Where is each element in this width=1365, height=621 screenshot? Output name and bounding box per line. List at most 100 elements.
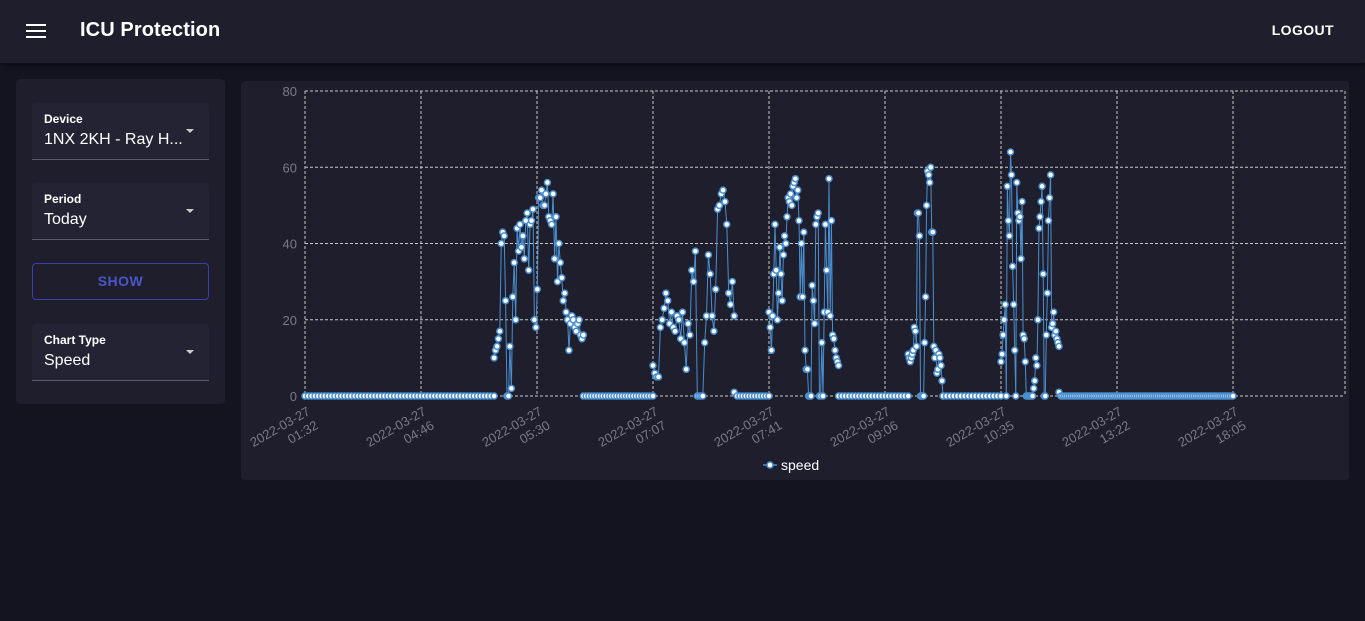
speed-data-point	[791, 174, 800, 183]
speed-data-point	[1039, 270, 1047, 278]
speed-data-point	[1035, 224, 1043, 233]
speed-data-point	[1037, 197, 1045, 206]
speed-data-point	[719, 186, 727, 194]
speed-data-point	[558, 274, 566, 282]
speed-data-point	[779, 251, 788, 259]
speed-line-segment	[768, 178, 840, 397]
speed-data-point	[536, 194, 544, 202]
menu-icon[interactable]	[26, 23, 46, 39]
speed-data-point	[794, 186, 802, 194]
sidebar-panel: Device 1NX 2KH - Ray H... Period Today S…	[16, 79, 225, 404]
speed-data-point	[519, 232, 527, 240]
period-select[interactable]: Period Today	[32, 183, 209, 240]
chart-legend[interactable]: speed	[763, 457, 819, 473]
speed-data-point	[926, 163, 935, 172]
speed-data-point	[826, 312, 834, 320]
speed-data-point	[511, 316, 520, 324]
speed-data-point	[678, 308, 687, 316]
speed-data-point	[689, 277, 698, 286]
speed-data-point	[1009, 300, 1018, 309]
speed-data-point	[786, 190, 795, 198]
speed-data-point	[920, 338, 929, 347]
speed-data-point	[778, 296, 786, 305]
speed-data-point	[667, 308, 676, 316]
speed-data-point	[520, 255, 529, 263]
speed-data-point	[530, 316, 539, 324]
speed-data-point	[1052, 327, 1060, 335]
speed-data-point	[1029, 384, 1038, 393]
speed-data-point	[922, 201, 931, 210]
speed-data-point	[1049, 308, 1058, 316]
speed-data-point	[684, 319, 692, 328]
show-button[interactable]: SHOW	[32, 263, 209, 300]
speed-data-point	[529, 205, 537, 213]
speed-data-point	[818, 338, 826, 347]
speed-data-point	[671, 327, 679, 335]
legend-marker	[766, 461, 774, 469]
speed-data-point	[924, 171, 933, 179]
speed-data-point	[682, 365, 690, 374]
speed-data-point	[501, 296, 510, 305]
speed-data-point	[490, 392, 498, 400]
speed-data-point	[550, 255, 559, 263]
logout-button[interactable]: LOGOUT	[1271, 22, 1334, 38]
speed-data-point	[506, 342, 514, 351]
speed-data-point	[721, 197, 729, 206]
speed-data-point	[997, 357, 1005, 366]
speed-data-point	[998, 350, 1006, 358]
speed-data-point	[504, 392, 513, 400]
speed-data-point	[1008, 262, 1017, 271]
speed-data-point	[1002, 392, 1011, 400]
speed-data-point	[555, 239, 563, 248]
speed-data-point	[1030, 377, 1039, 385]
speed-data-point	[1044, 216, 1053, 225]
speed-data-point	[938, 377, 946, 385]
speed-data-point	[579, 331, 588, 339]
speed-data-point	[680, 338, 689, 347]
speed-data-point	[1034, 316, 1042, 324]
speed-data-point	[704, 251, 713, 259]
speed-data-point	[497, 239, 506, 248]
speed-data-point	[708, 312, 716, 320]
speed-data-point	[1028, 392, 1037, 400]
chart-type-select[interactable]: Chart Type Speed	[32, 324, 209, 381]
speed-data-point	[552, 213, 560, 221]
speed-data-point	[490, 354, 498, 362]
speed-data-point	[691, 247, 700, 255]
speed-data-point	[662, 289, 670, 297]
speed-data-point	[773, 316, 782, 324]
speed-data-point	[1033, 361, 1041, 370]
speed-data-point	[807, 392, 815, 400]
speed-data-point	[771, 220, 779, 229]
speed-data-point	[699, 392, 707, 400]
speed-data-point	[496, 327, 504, 335]
speed-data-point	[782, 239, 790, 248]
speed-data-point	[1055, 342, 1063, 351]
speed-data-point	[1046, 171, 1055, 179]
speed-data-point	[800, 228, 808, 236]
speed-data-point	[822, 266, 831, 274]
speed-data-point	[797, 239, 806, 248]
speed-data-point	[556, 258, 565, 267]
y-tick-label: 40	[283, 237, 297, 252]
speed-data-point	[517, 243, 526, 252]
speed-data-point	[765, 392, 773, 400]
y-tick-label: 20	[283, 313, 297, 328]
speed-data-point	[711, 285, 720, 294]
speed-data-point	[776, 243, 784, 252]
speed-data-point	[547, 220, 556, 229]
device-label: Device	[44, 112, 83, 126]
speed-data-point	[929, 228, 937, 236]
speed-data-point	[821, 220, 830, 229]
speed-data-point	[1048, 319, 1057, 328]
speed-data-point	[834, 361, 843, 370]
grid	[304, 90, 1346, 397]
device-select[interactable]: Device 1NX 2KH - Ray H...	[32, 103, 209, 160]
speed-data-point	[549, 190, 557, 198]
speed-data-point	[1017, 255, 1025, 263]
